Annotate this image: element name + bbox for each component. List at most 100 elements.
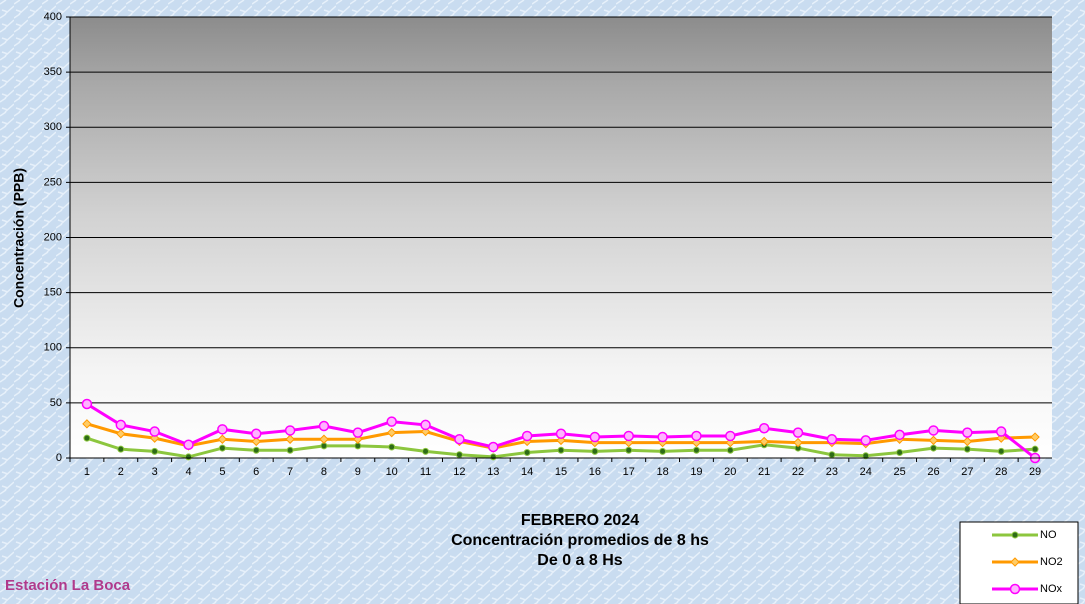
y-tick-label: 300 [44,121,62,133]
data-point [252,429,261,438]
y-tick-label: 50 [50,397,62,409]
data-point [150,427,159,436]
x-tick-label: 9 [355,466,361,478]
x-tick-label: 10 [386,466,398,478]
data-point [423,448,429,454]
x-tick-label: 16 [589,466,601,478]
y-axis-label: Concentración (PPB) [11,168,27,308]
x-tick-label: 14 [521,466,533,478]
data-point [184,440,193,449]
data-point [693,447,699,453]
data-point [389,444,395,450]
legend-marker [1012,532,1018,538]
data-point [387,417,396,426]
data-point [827,435,836,444]
data-point [726,431,735,440]
x-tick-label: 25 [893,466,905,478]
data-point [895,430,904,439]
data-point [727,447,733,453]
x-tick-label: 1 [84,466,90,478]
x-tick-label: 7 [287,466,293,478]
x-tick-label: 2 [118,466,124,478]
x-tick-label: 22 [792,466,804,478]
x-tick-label: 5 [219,466,225,478]
legend-label: NO [1040,529,1057,541]
data-point [557,429,566,438]
chart: Concentración (PPB) FEBRERO 2024 Concent… [0,0,1085,604]
x-tick-label: 26 [927,466,939,478]
data-point [287,447,293,453]
data-point [1032,446,1038,452]
data-point [998,448,1004,454]
x-tick-label: 29 [1029,466,1041,478]
x-tick-label: 19 [690,466,702,478]
y-tick-label: 400 [44,11,62,23]
x-tick-label: 23 [826,466,838,478]
data-point [82,399,91,408]
legend-label: NO2 [1040,556,1063,568]
x-tick-label: 24 [860,466,872,478]
x-tick-label: 17 [623,466,635,478]
data-point [997,427,1006,436]
data-point [353,428,362,437]
data-point [626,447,632,453]
x-tick-label: 28 [995,466,1007,478]
y-tick-label: 100 [44,342,62,354]
data-point [964,446,970,452]
x-tick-label: 6 [253,466,259,478]
x-tick-label: 15 [555,466,567,478]
y-tick-label: 250 [44,176,62,188]
x-tick-label: 18 [656,466,668,478]
data-point [118,446,124,452]
data-point [660,448,666,454]
data-point [624,431,633,440]
x-tick-label: 3 [152,466,158,478]
x-tick-label: 4 [185,466,191,478]
y-tick-label: 350 [44,66,62,78]
data-point [286,426,295,435]
x-tick-label: 8 [321,466,327,478]
data-point [152,448,158,454]
data-point [692,431,701,440]
data-point [829,452,835,458]
x-tick-label: 13 [487,466,499,478]
data-point [523,431,532,440]
chart-title: De 0 a 8 Hs [537,552,622,569]
y-tick-label: 0 [56,452,62,464]
x-tick-label: 11 [420,466,431,478]
data-point [219,445,225,451]
y-tick-label: 200 [44,231,62,243]
y-tick-label: 150 [44,287,62,299]
legend-label: NOx [1040,583,1063,595]
data-point [489,442,498,451]
data-point [760,424,769,433]
data-point [421,420,430,429]
data-point [963,428,972,437]
data-point [929,426,938,435]
x-tick-label: 27 [961,466,973,478]
data-point [592,448,598,454]
data-point [116,420,125,429]
data-point [658,433,667,442]
legend-marker [1011,585,1020,594]
x-tick-label: 12 [453,466,465,478]
x-tick-label: 20 [724,466,736,478]
data-point [524,449,530,455]
annotation: Estación La Boca [5,577,131,594]
data-point [861,436,870,445]
data-point [84,435,90,441]
data-point [186,454,192,460]
data-point [253,447,259,453]
chart-title: Concentración promedios de 8 hs [451,532,709,549]
x-tick-label: 21 [758,466,770,478]
data-point [456,452,462,458]
data-point [455,435,464,444]
data-point [794,428,803,437]
data-point [218,425,227,434]
data-point [897,449,903,455]
data-point [490,454,496,460]
data-point [319,422,328,431]
data-point [590,433,599,442]
chart-title: FEBRERO 2024 [521,512,639,529]
data-point [930,445,936,451]
